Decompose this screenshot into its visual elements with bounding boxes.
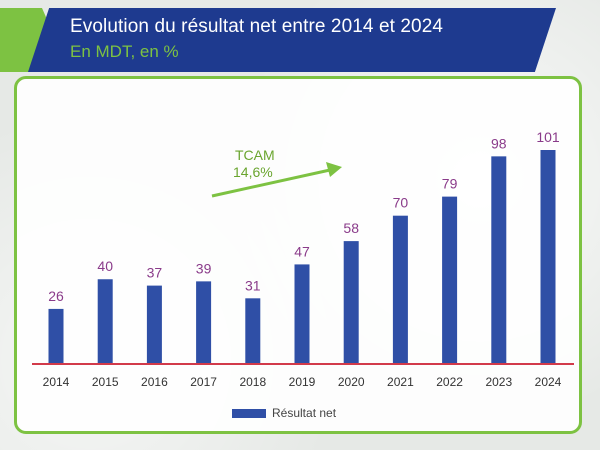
- x-tick-labels-group: 2014 2015 2016 2017 2018 2019 2020 2021 2022 2023…: [43, 375, 562, 389]
- chart-title: Evolution du résultat net entre 2014 et …: [70, 16, 444, 37]
- value-label-2022: 79: [442, 176, 458, 192]
- bar-2021: [392, 215, 408, 364]
- value-label-2018: 31: [245, 277, 261, 293]
- tcam-value: 14,6%: [233, 164, 273, 180]
- x-tick-label-2022: 2022: [436, 375, 463, 389]
- x-tick-label-2024: 2024: [535, 375, 562, 389]
- bar-2017: [196, 281, 212, 364]
- bar-2020: [343, 241, 359, 364]
- bar-2022: [442, 196, 458, 364]
- bar-2018: [245, 298, 261, 364]
- arrow-up-right-icon: [211, 162, 342, 198]
- x-tick-label-2016: 2016: [141, 375, 168, 389]
- value-label-2017: 39: [196, 260, 212, 276]
- x-tick-label-2014: 2014: [43, 375, 70, 389]
- bars-group: [48, 150, 556, 364]
- value-label-2023: 98: [491, 135, 507, 151]
- value-label-2015: 40: [97, 258, 113, 274]
- legend: Résultat net: [232, 406, 336, 420]
- value-labels-group: 26 40 37 39 31 47 58 70 79 98 101: [48, 129, 560, 304]
- legend-swatch: [232, 408, 266, 418]
- value-label-2021: 70: [393, 195, 409, 211]
- value-label-2016: 37: [147, 265, 163, 281]
- value-label-2020: 58: [343, 220, 359, 236]
- tcam-label: TCAM: [235, 147, 275, 163]
- x-tick-label-2017: 2017: [190, 375, 217, 389]
- bar-2024: [540, 150, 556, 364]
- x-tick-label-2021: 2021: [387, 375, 414, 389]
- header-banner: [28, 8, 556, 72]
- chart-panel: [14, 76, 582, 434]
- x-tick-label-2018: 2018: [239, 375, 266, 389]
- bar-2015: [97, 279, 113, 364]
- legend-label: Résultat net: [272, 406, 337, 420]
- value-label-2019: 47: [294, 243, 310, 259]
- bar-2023: [491, 156, 507, 364]
- x-tick-label-2023: 2023: [485, 375, 512, 389]
- bar-2014: [48, 308, 64, 364]
- bar-2016: [146, 285, 162, 364]
- bar-2019: [294, 264, 310, 364]
- chart-subtitle: En MDT, en %: [70, 42, 179, 61]
- x-tick-label-2020: 2020: [338, 375, 365, 389]
- x-tick-label-2015: 2015: [92, 375, 119, 389]
- value-label-2014: 26: [48, 288, 64, 304]
- tcam-annotation: TCAM 14,6%: [211, 147, 342, 198]
- x-tick-label-2019: 2019: [289, 375, 316, 389]
- value-label-2024: 101: [536, 129, 560, 145]
